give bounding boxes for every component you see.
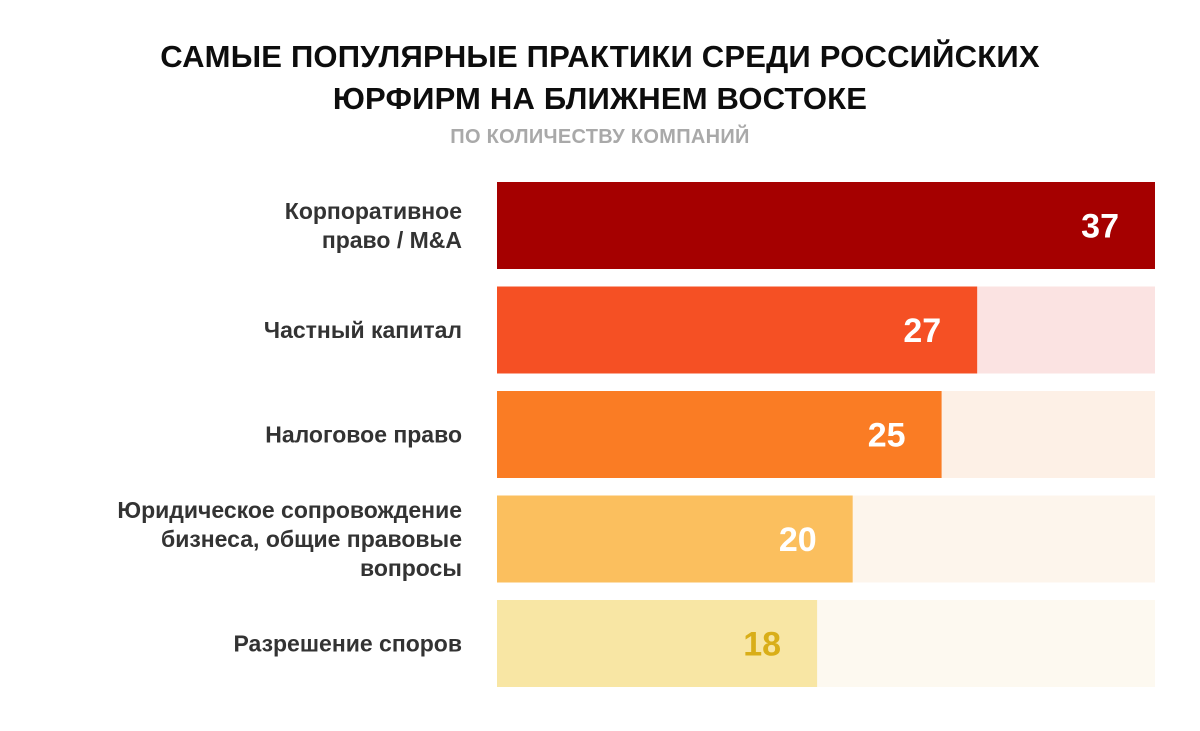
category-label-line: вопросы: [360, 555, 462, 581]
bar-value-label: 37: [1081, 208, 1119, 246]
category-label-line: Частный капитал: [264, 317, 462, 343]
category-label-line: бизнеса, общие правовые: [161, 526, 462, 552]
bar-value-label: 18: [743, 626, 781, 664]
bar: [497, 495, 853, 583]
category-label-line: Разрешение споров: [233, 631, 462, 657]
chart-title: САМЫЕ ПОПУЛЯРНЫЕ ПРАКТИКИ СРЕДИ РОССИЙСК…: [0, 36, 1200, 120]
chart-subtitle: ПО КОЛИЧЕСТВУ КОМПАНИЙ: [450, 126, 750, 148]
bar: [497, 286, 978, 374]
category-label: Юридическое сопровождение бизнеса, общие …: [117, 497, 462, 581]
bar-value-label: 20: [779, 521, 817, 559]
bar-value-label: 25: [868, 417, 906, 455]
bar: [497, 391, 942, 478]
category-label: Налоговое право: [265, 422, 462, 448]
bar: [497, 182, 1155, 269]
bar: [497, 600, 818, 687]
category-label: Корпоративное право / M&A: [285, 198, 462, 253]
category-label-line: Корпоративное: [285, 198, 462, 224]
chart-title-line-1: САМЫЕ ПОПУЛЯРНЫЕ ПРАКТИКИ СРЕДИ РОССИЙСК…: [160, 39, 1040, 74]
category-label-line: Налоговое право: [265, 422, 462, 448]
chart-title-line-2: ЮРФИРМ НА БЛИЖНЕМ ВОСТОКЕ: [332, 81, 868, 116]
bar-value-label: 27: [903, 312, 941, 350]
category-label-line: Юридическое сопровождение: [117, 497, 462, 523]
category-label-line: право / M&A: [322, 227, 462, 253]
category-label: Частный капитал: [264, 317, 462, 343]
category-label: Разрешение споров: [233, 631, 462, 657]
